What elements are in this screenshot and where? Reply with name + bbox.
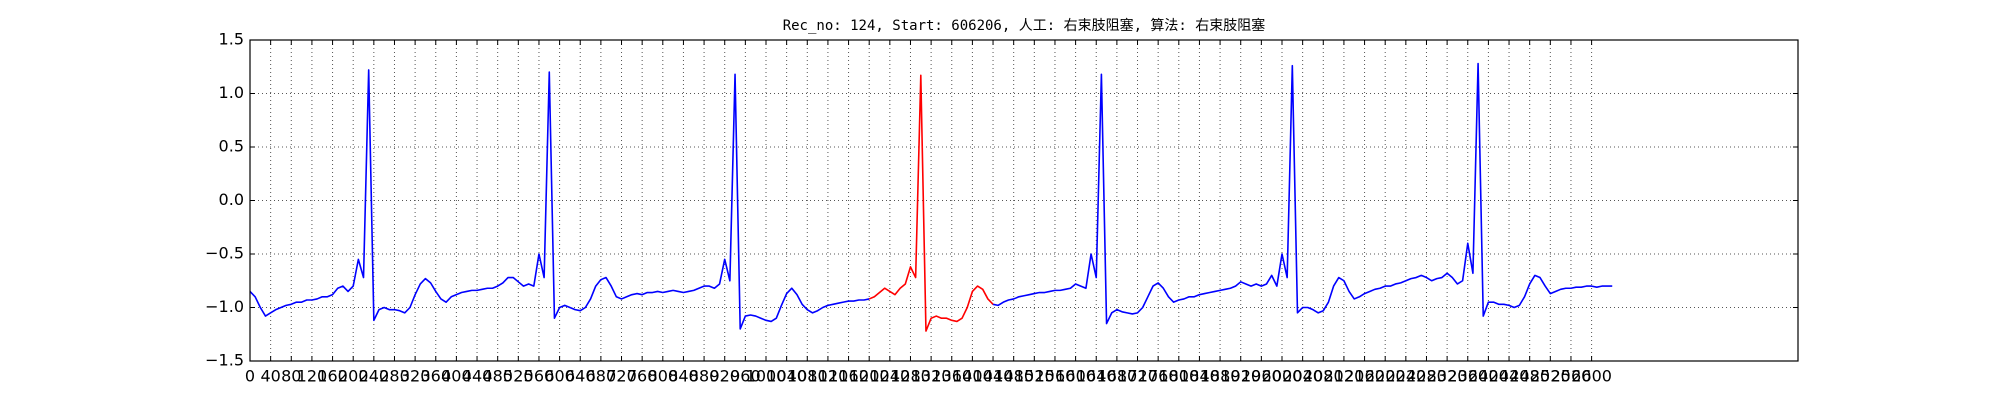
x-tick-label: 1640 <box>1076 367 1117 386</box>
x-tick-label: 960 <box>730 367 761 386</box>
x-tick-label: 2600 <box>1571 367 1612 386</box>
x-tick-label: 2000 <box>1262 367 1303 386</box>
ticks: −1.5−1.0−0.50.00.51.01.50 40 8012016020024… <box>205 30 1798 386</box>
x-tick-label: 920 <box>709 367 740 386</box>
x-tick-label: 200 <box>338 367 369 386</box>
x-tick-label: 1360 <box>931 367 972 386</box>
x-tick-label: 800 <box>648 367 679 386</box>
y-tick-label: 0.0 <box>219 190 244 209</box>
x-tick-label: 280 <box>379 367 410 386</box>
x-tick-label: 2200 <box>1365 367 1406 386</box>
x-tick-label: 240 <box>359 367 390 386</box>
x-tick-label: 440 <box>462 367 493 386</box>
x-tick-label: 1080 <box>787 367 828 386</box>
x-tick-label: 1840 <box>1179 367 1220 386</box>
x-tick-label: 2160 <box>1344 367 1385 386</box>
x-tick-label: 520 <box>503 367 534 386</box>
x-tick-label: 1440 <box>973 367 1014 386</box>
x-tick-label: 40 <box>260 367 280 386</box>
x-tick-label: 1760 <box>1138 367 1179 386</box>
x-tick-label: 0 <box>245 367 255 386</box>
x-tick-label: 2400 <box>1468 367 1509 386</box>
x-tick-label: 2360 <box>1447 367 1488 386</box>
y-tick-label: 0.5 <box>219 137 244 156</box>
x-tick-label: 2280 <box>1406 367 1447 386</box>
x-tick-label: 360 <box>420 367 451 386</box>
x-tick-label: 2040 <box>1282 367 1323 386</box>
x-tick-label: 840 <box>668 367 699 386</box>
ecg-line <box>868 74 994 332</box>
x-tick-label: 320 <box>400 367 431 386</box>
y-tick-label: −1.0 <box>205 297 244 316</box>
x-tick-label: 2240 <box>1385 367 1426 386</box>
x-tick-label: 1560 <box>1035 367 1076 386</box>
x-tick-label: 1000 <box>746 367 787 386</box>
x-tick-label: 1720 <box>1117 367 1158 386</box>
x-tick-label: 2440 <box>1489 367 1530 386</box>
x-tick-label: 680 <box>586 367 617 386</box>
x-tick-label: 760 <box>627 367 658 386</box>
x-tick-label: 1920 <box>1220 367 1261 386</box>
x-tick-label: 1160 <box>828 367 869 386</box>
x-tick-label: 1240 <box>869 367 910 386</box>
ecg-line <box>249 62 1613 330</box>
x-tick-label: 2480 <box>1509 367 1550 386</box>
x-tick-label: 480 <box>482 367 513 386</box>
y-tick-label: −1.5 <box>205 351 244 370</box>
x-tick-label: 2320 <box>1427 367 1468 386</box>
x-tick-label: 160 <box>317 367 348 386</box>
x-tick-label: 1400 <box>952 367 993 386</box>
x-tick-label: 600 <box>544 367 575 386</box>
x-tick-label: 2120 <box>1324 367 1365 386</box>
x-tick-label: 1280 <box>890 367 931 386</box>
x-tick-label: 1040 <box>766 367 807 386</box>
plot-lines <box>249 62 1613 332</box>
chart-title: Rec_no: 124, Start: 606206, 人工: 右束肢阻塞, 算… <box>783 17 1266 34</box>
x-tick-label: 1680 <box>1097 367 1138 386</box>
x-tick-label: 80 <box>281 367 301 386</box>
y-tick-label: −0.5 <box>205 244 244 263</box>
grid <box>249 39 1798 362</box>
x-tick-label: 1960 <box>1241 367 1282 386</box>
x-tick-label: 1600 <box>1055 367 1096 386</box>
x-tick-label: 1800 <box>1158 367 1199 386</box>
x-tick-label: 1520 <box>1014 367 1055 386</box>
x-tick-label: 120 <box>297 367 328 386</box>
x-tick-label: 1480 <box>993 367 1034 386</box>
x-tick-label: 2080 <box>1303 367 1344 386</box>
x-tick-label: 1120 <box>808 367 849 386</box>
y-tick-label: 1.0 <box>219 83 244 102</box>
x-tick-label: 2520 <box>1530 367 1571 386</box>
x-tick-label: 880 <box>689 367 720 386</box>
x-tick-label: 720 <box>606 367 637 386</box>
x-tick-label: 400 <box>441 367 472 386</box>
x-tick-label: 1200 <box>849 367 890 386</box>
x-tick-label: 560 <box>524 367 555 386</box>
x-tick-label: 1320 <box>911 367 952 386</box>
x-tick-label: 640 <box>565 367 596 386</box>
x-tick-label: 1880 <box>1200 367 1241 386</box>
y-tick-label: 1.5 <box>219 30 244 49</box>
x-tick-label: 2560 <box>1551 367 1592 386</box>
